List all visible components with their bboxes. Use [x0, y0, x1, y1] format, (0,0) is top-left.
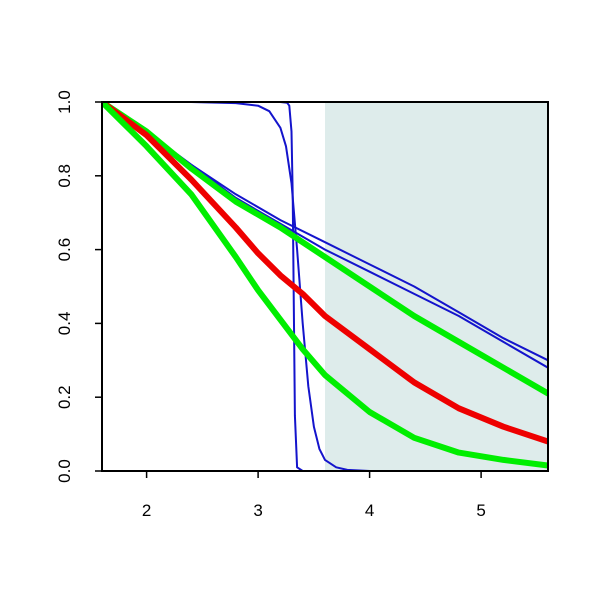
series-line-7	[102, 102, 548, 469]
y-tick-label: 0.0	[55, 459, 74, 483]
series-line-6	[102, 102, 548, 445]
y-tick-label: 0.4	[55, 312, 74, 336]
x-axis: 2 3 4 5	[142, 471, 486, 520]
series-layer	[102, 102, 548, 471]
x-tick-label: 4	[365, 501, 374, 520]
x-tick-label: 2	[142, 501, 151, 520]
shaded-region	[325, 102, 548, 471]
y-axis: 0.0 0.2 0.4 0.6 0.8 1.0	[55, 90, 102, 483]
y-tick-label: 1.0	[55, 90, 74, 114]
series-line-2	[102, 102, 548, 471]
series-line-5	[102, 102, 548, 397]
x-tick-label: 3	[253, 501, 262, 520]
y-tick-label: 0.2	[55, 385, 74, 409]
x-tick-label: 5	[476, 501, 485, 520]
series-line-1	[102, 102, 548, 471]
y-tick-label: 0.6	[55, 238, 74, 262]
y-tick-label: 0.8	[55, 164, 74, 188]
plot-frame	[101, 101, 549, 472]
